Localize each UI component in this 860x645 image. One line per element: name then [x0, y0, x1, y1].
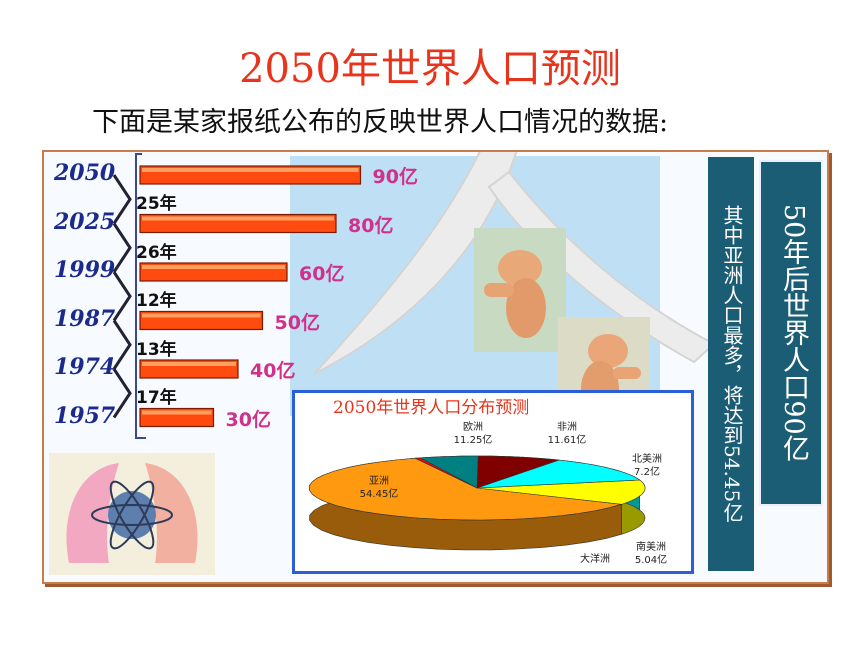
pie-label-非洲: 非洲 11.61亿: [541, 421, 593, 447]
interval-bracket-3: [112, 319, 132, 370]
world-population-note: 50年后世界人口90亿: [759, 160, 823, 506]
interval-label-3: 13年: [136, 339, 177, 360]
year-label-2050: 2050: [54, 160, 116, 186]
pie-label-name: 北美洲: [632, 454, 662, 465]
pie-label-name: 南美洲: [636, 542, 666, 553]
pie-chart-title: 2050年世界人口分布预测: [333, 398, 530, 418]
interval-bracket-4: [112, 368, 132, 419]
content-frame: 2050 90亿 2025 80亿 1999 60亿 1987 50亿 1974 40亿 1957 3…: [42, 150, 829, 584]
pie-slice-大洋洲: [415, 457, 478, 489]
bar-highlight-2025: [142, 216, 334, 221]
pie-label-value: 5.04亿: [634, 555, 668, 566]
year-label-1987: 1987: [54, 305, 116, 332]
year-label-1974: 1974: [54, 354, 116, 380]
value-label-1987: 50亿: [274, 311, 320, 334]
bar-highlight-1999: [142, 265, 285, 269]
pie-label-value: 11.25亿: [453, 435, 493, 446]
pie-slice-北美洲: [476, 455, 559, 489]
pie-label-name: 欧洲: [463, 422, 483, 433]
pie-label-value: 7.2亿: [634, 467, 660, 478]
value-label-1974: 40亿: [250, 360, 296, 382]
interval-bracket-1: [112, 222, 132, 273]
population-bar-chart: [112, 153, 362, 439]
year-label-1957: 1957: [54, 402, 116, 429]
value-label-2025: 80亿: [348, 214, 394, 237]
year-label-2025: 2025: [54, 208, 116, 235]
pie-slice-南美洲: [419, 455, 479, 489]
page-subtitle: 下面是某家报纸公布的反映世界人口情况的数据:: [92, 107, 669, 138]
pie-label-value: 11.61亿: [547, 435, 587, 446]
bar-highlight-1987: [142, 313, 261, 318]
pie-label-北美洲: 北美洲 7.2亿: [621, 453, 673, 479]
pie-label-name: 亚洲: [369, 476, 389, 487]
pie-label-欧洲: 欧洲 11.25亿: [447, 421, 499, 447]
value-label-2050: 90亿: [372, 166, 418, 188]
interval-label-0: 25年: [136, 194, 177, 215]
pie-slice-亚洲: [308, 457, 622, 521]
pie-slice-非洲: [476, 459, 641, 489]
baby-photo-1: [474, 228, 566, 352]
pie-label-亚洲: 亚洲 54.45亿: [353, 475, 405, 501]
asia-population-note: 其中亚洲人口最多，将达到54.45亿: [708, 157, 754, 571]
pie-label-南美洲: 南美洲 5.04亿: [625, 541, 677, 567]
page-title: 2050年世界人口预测: [239, 46, 621, 92]
value-label-1957: 30亿: [225, 408, 271, 431]
interval-label-1: 26年: [136, 242, 177, 263]
bar-highlight-1974: [142, 362, 236, 366]
year-label-1999: 1999: [54, 257, 116, 283]
chart-axis: [135, 153, 146, 439]
pie-label-name: 大洋洲: [580, 554, 610, 565]
pie-label-value: 54.45亿: [359, 489, 399, 500]
pie-chart: [308, 455, 646, 551]
pie-label-大洋洲: 大洋洲: [569, 553, 621, 566]
interval-bracket-0: [112, 174, 132, 225]
bar-highlight-2050: [142, 168, 359, 172]
pie-label-name: 非洲: [557, 422, 577, 433]
value-label-1999: 60亿: [299, 263, 345, 285]
pie-chart-box: 2050年世界人口分布预测 亚洲 54.45亿 欧洲 11.25亿 非洲 11.61亿北美…: [292, 390, 694, 574]
interval-bracket-2: [112, 271, 132, 322]
interval-label-4: 17年: [136, 388, 177, 409]
faces-globe-illustration: [49, 453, 215, 575]
bar-highlight-1957: [142, 410, 212, 415]
interval-label-2: 12年: [136, 291, 177, 312]
